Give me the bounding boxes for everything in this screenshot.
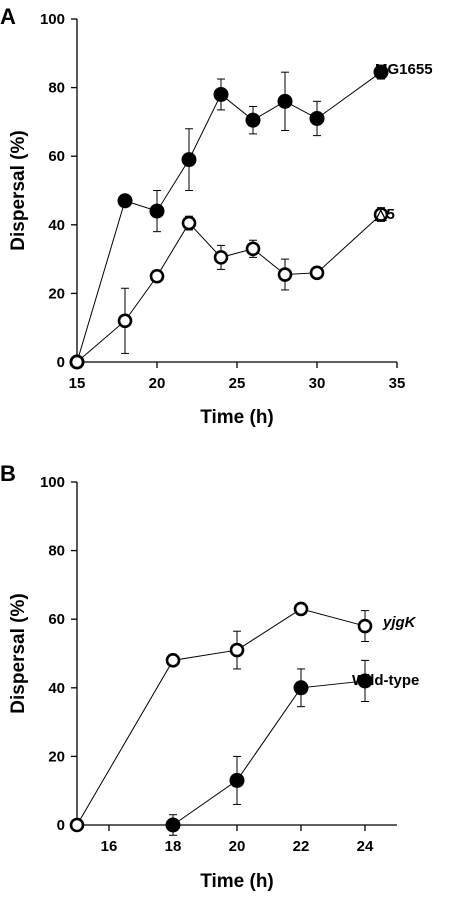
y-tick-label: 40 xyxy=(48,217,65,234)
x-tick-label: 24 xyxy=(357,838,374,855)
series-0: MG1655 xyxy=(69,61,433,370)
y-tick-label: 20 xyxy=(48,285,65,302)
y-axis-title: Dispersal (%) xyxy=(8,593,29,713)
data-point xyxy=(245,112,261,128)
data-point xyxy=(373,207,389,222)
x-tick-label: 16 xyxy=(101,838,118,855)
data-point xyxy=(373,64,389,80)
series-1: △5 xyxy=(69,206,395,370)
panel-letter: A xyxy=(0,4,16,29)
data-point xyxy=(293,680,309,696)
series-label: MG1655 xyxy=(375,61,433,78)
data-point xyxy=(213,250,229,265)
y-tick-label: 100 xyxy=(40,474,65,491)
x-tick-label: 25 xyxy=(229,375,246,392)
series-label: yjgK xyxy=(382,614,417,631)
y-tick-label: 60 xyxy=(48,611,65,628)
data-point xyxy=(165,653,181,668)
x-tick-label: 18 xyxy=(165,838,182,855)
y-tick-label: 60 xyxy=(48,148,65,165)
y-tick-label: 80 xyxy=(48,543,65,560)
y-tick-label: 0 xyxy=(57,817,65,834)
data-point xyxy=(181,215,197,231)
data-point xyxy=(165,817,181,833)
panel-b: B 0 20 40 60 80 100 16 18 20 22 24 Time (h) Dispersal… xyxy=(0,461,419,892)
data-point xyxy=(357,618,373,634)
x-tick-label: 15 xyxy=(69,375,86,392)
y-tick-label: 0 xyxy=(57,354,65,371)
series-line xyxy=(76,608,366,826)
series-0: yjgK xyxy=(69,601,417,833)
x-tick-label: 22 xyxy=(293,838,310,855)
panel-letter: B xyxy=(0,461,16,486)
data-point xyxy=(309,265,325,281)
data-point xyxy=(149,203,165,219)
data-point xyxy=(229,642,245,658)
x-axis-title: Time (h) xyxy=(200,407,274,428)
series-label: Wild-type xyxy=(352,672,419,689)
data-point xyxy=(357,673,373,689)
y-tick-label: 20 xyxy=(48,748,65,765)
data-point xyxy=(229,772,245,788)
data-point xyxy=(293,601,309,617)
data-point xyxy=(117,193,133,209)
data-point xyxy=(213,86,229,102)
data-point xyxy=(149,268,165,284)
y-axis-title: Dispersal (%) xyxy=(8,130,29,250)
data-point xyxy=(277,93,293,109)
series-line xyxy=(172,680,366,826)
series-1: Wild-type xyxy=(165,659,419,836)
data-point xyxy=(69,354,85,370)
y-tick-label: 40 xyxy=(48,680,65,697)
data-point xyxy=(277,267,293,282)
x-tick-label: 35 xyxy=(389,375,406,392)
data-point xyxy=(309,110,325,126)
data-point xyxy=(181,152,197,168)
panel-a: A 0 20 40 60 80 100 15 20 25 30 35 Time (h) Dispersal… xyxy=(0,4,433,428)
data-point xyxy=(245,241,261,257)
x-tick-label: 20 xyxy=(229,838,246,855)
x-tick-label: 30 xyxy=(309,375,326,392)
y-tick-label: 100 xyxy=(40,11,65,28)
data-point xyxy=(69,817,85,833)
y-tick-label: 80 xyxy=(48,80,65,97)
x-axis-title: Time (h) xyxy=(200,871,274,892)
data-point xyxy=(117,313,133,329)
series-label: △5 xyxy=(374,206,395,223)
x-tick-label: 20 xyxy=(149,375,166,392)
